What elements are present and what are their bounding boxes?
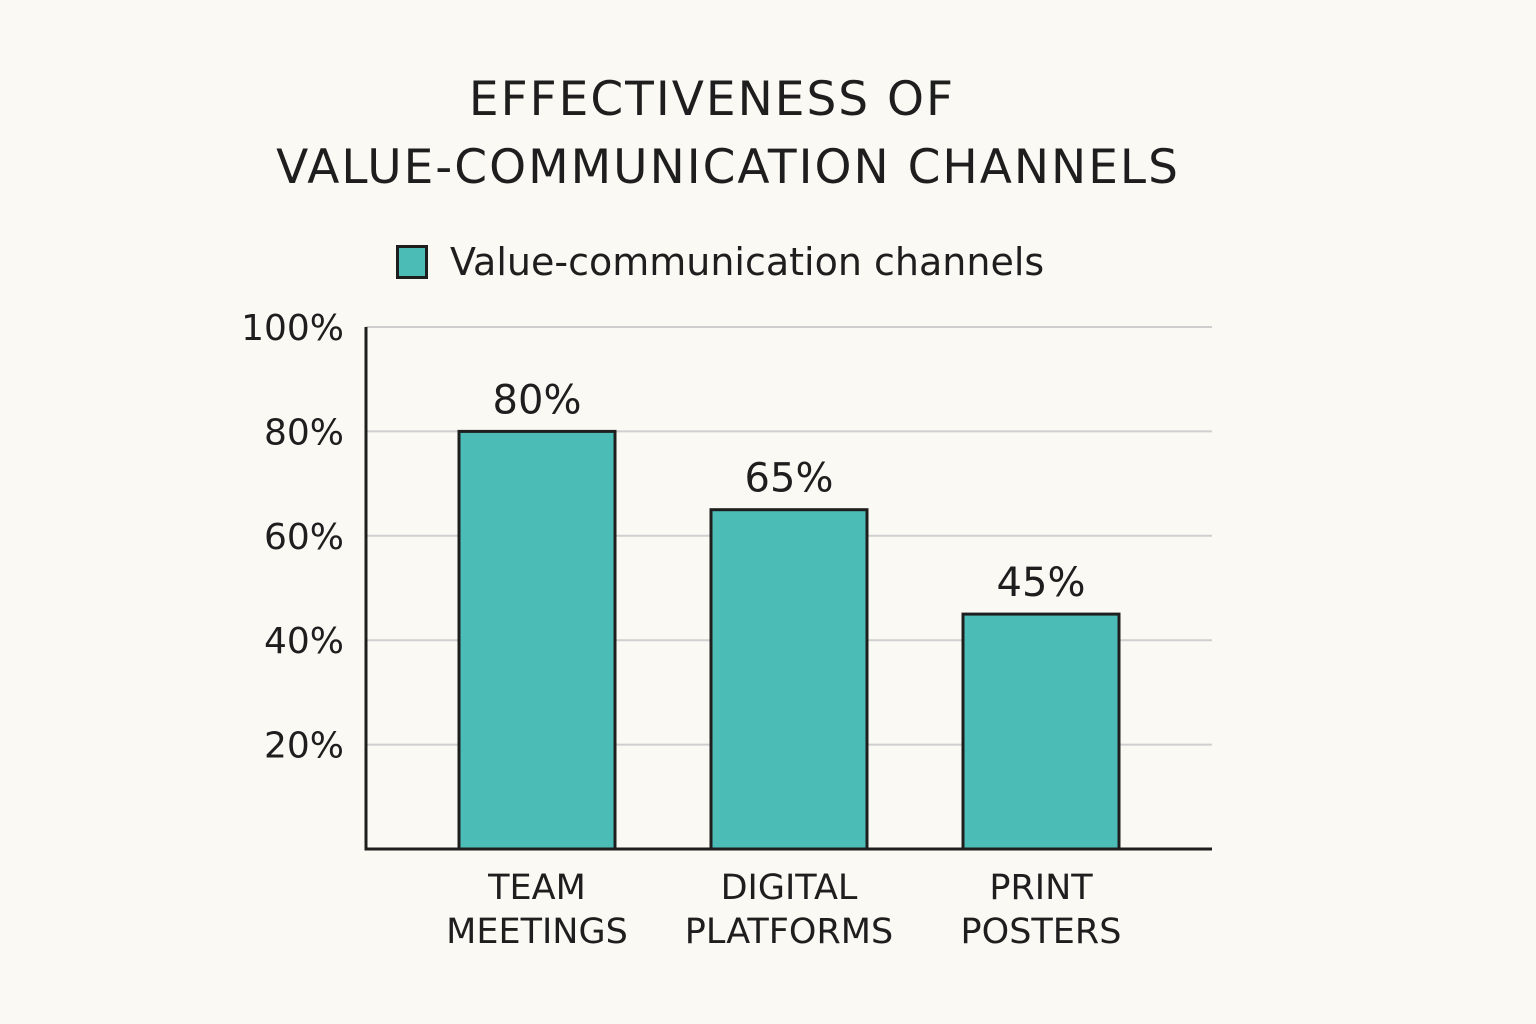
chart-title-line-1: EFFECTIVENESS OF bbox=[468, 72, 956, 127]
bar bbox=[457, 429, 617, 851]
bar-value-label: 45% bbox=[997, 560, 1086, 606]
x-category-label: PRINT bbox=[989, 868, 1093, 908]
x-category-label: DIGITAL bbox=[721, 868, 858, 908]
x-category-label: PLATFORMS bbox=[685, 912, 893, 952]
legend-label: Value-communication channels bbox=[450, 240, 1045, 284]
x-category-label: TEAM bbox=[487, 868, 586, 908]
chart-title-line-2: VALUE-COMMUNICATION CHANNELS bbox=[276, 140, 1180, 195]
y-tick-label: 60% bbox=[264, 517, 344, 558]
y-tick-label: 20% bbox=[264, 726, 344, 767]
bar bbox=[961, 612, 1121, 851]
legend-swatch bbox=[396, 245, 428, 279]
x-category-label: MEETINGS bbox=[446, 912, 628, 952]
y-tick-label: 100% bbox=[241, 308, 344, 349]
y-tick-label: 80% bbox=[264, 412, 344, 453]
x-category-label: POSTERS bbox=[961, 912, 1122, 952]
y-tick-label: 40% bbox=[264, 621, 344, 662]
bar-value-label: 80% bbox=[493, 377, 582, 423]
bar bbox=[709, 508, 869, 851]
bar-value-label: 65% bbox=[745, 456, 834, 502]
legend: Value-communication channels bbox=[396, 238, 1044, 286]
